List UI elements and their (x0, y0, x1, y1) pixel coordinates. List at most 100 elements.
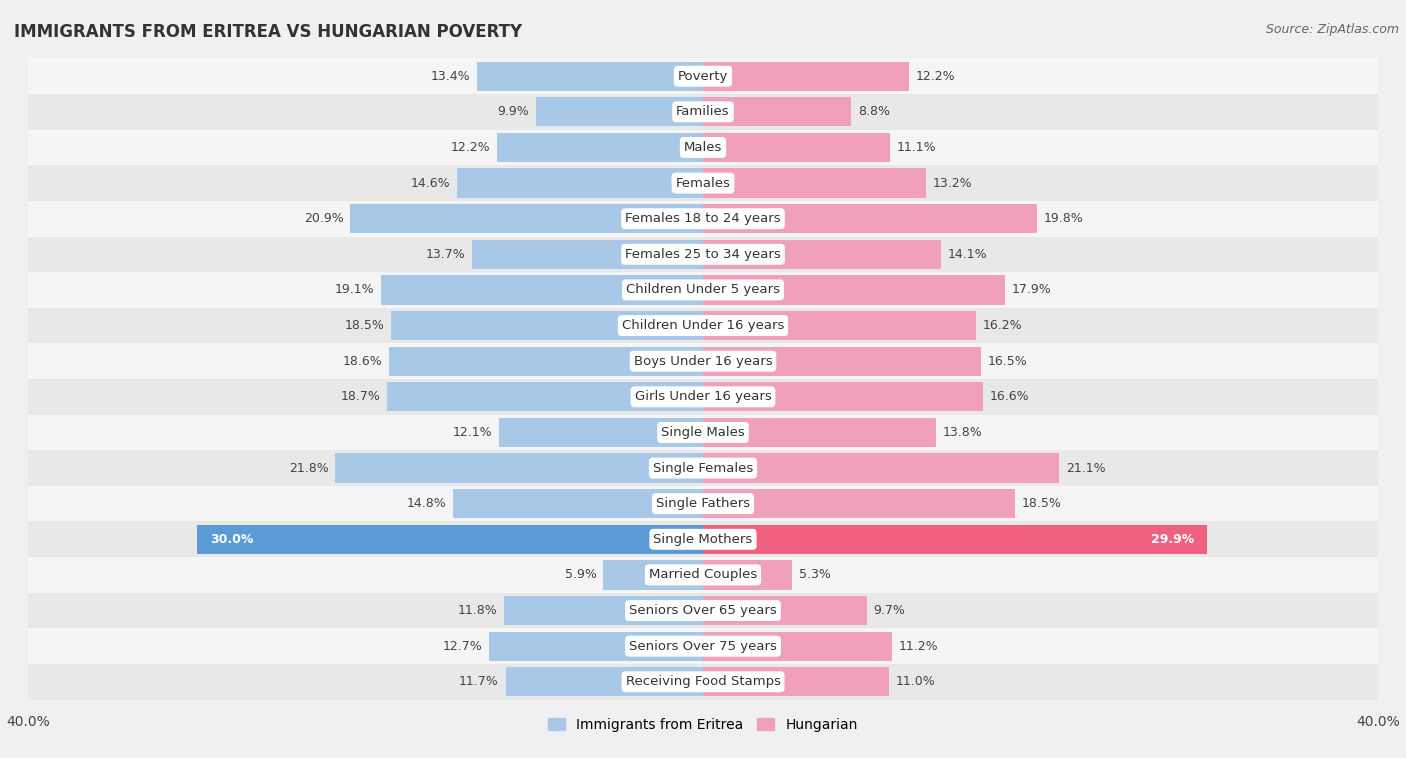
Bar (28, 557, 1378, 593)
Text: 20.9%: 20.9% (304, 212, 343, 225)
Text: 18.5%: 18.5% (1022, 497, 1062, 510)
Bar (28, 415, 1378, 450)
Bar (499, 418, 703, 447)
Text: 12.7%: 12.7% (443, 640, 482, 653)
Text: 11.8%: 11.8% (457, 604, 498, 617)
Text: 5.3%: 5.3% (799, 568, 831, 581)
Text: 12.2%: 12.2% (451, 141, 491, 154)
Text: 11.1%: 11.1% (897, 141, 936, 154)
Text: 19.8%: 19.8% (1043, 212, 1084, 225)
Text: Females 18 to 24 years: Females 18 to 24 years (626, 212, 780, 225)
Text: 13.8%: 13.8% (942, 426, 983, 439)
Text: 12.1%: 12.1% (453, 426, 492, 439)
Text: Girls Under 16 years: Girls Under 16 years (634, 390, 772, 403)
Text: 9.9%: 9.9% (498, 105, 529, 118)
Text: 21.1%: 21.1% (1066, 462, 1105, 475)
Text: 16.5%: 16.5% (988, 355, 1028, 368)
Bar (489, 631, 703, 661)
Bar (28, 130, 1378, 165)
Text: Single Males: Single Males (661, 426, 745, 439)
Text: 14.8%: 14.8% (406, 497, 447, 510)
Bar (389, 346, 703, 376)
Text: Children Under 16 years: Children Under 16 years (621, 319, 785, 332)
Bar (498, 133, 703, 162)
Bar (28, 58, 1378, 94)
Bar (28, 379, 1378, 415)
Bar (28, 593, 1378, 628)
Bar (506, 667, 703, 697)
Bar (335, 453, 703, 483)
Bar (477, 61, 703, 91)
Text: 13.4%: 13.4% (430, 70, 470, 83)
Bar (703, 311, 976, 340)
Bar (28, 308, 1378, 343)
Bar (391, 311, 703, 340)
Bar (381, 275, 703, 305)
Text: 18.5%: 18.5% (344, 319, 384, 332)
Bar (28, 664, 1378, 700)
Text: Poverty: Poverty (678, 70, 728, 83)
Text: 14.1%: 14.1% (948, 248, 987, 261)
Text: Males: Males (683, 141, 723, 154)
Bar (703, 275, 1005, 305)
Bar (28, 94, 1378, 130)
Bar (703, 667, 889, 697)
Text: Receiving Food Stamps: Receiving Food Stamps (626, 675, 780, 688)
Text: Boys Under 16 years: Boys Under 16 years (634, 355, 772, 368)
Text: Single Females: Single Females (652, 462, 754, 475)
Bar (703, 596, 866, 625)
Text: IMMIGRANTS FROM ERITREA VS HUNGARIAN POVERTY: IMMIGRANTS FROM ERITREA VS HUNGARIAN POV… (14, 23, 522, 41)
Bar (28, 343, 1378, 379)
Bar (703, 61, 908, 91)
Bar (703, 346, 981, 376)
Text: Children Under 5 years: Children Under 5 years (626, 283, 780, 296)
Bar (28, 486, 1378, 522)
Text: 19.1%: 19.1% (335, 283, 374, 296)
Text: Females 25 to 34 years: Females 25 to 34 years (626, 248, 780, 261)
Bar (28, 201, 1378, 236)
Bar (703, 489, 1015, 518)
Legend: Immigrants from Eritrea, Hungarian: Immigrants from Eritrea, Hungarian (543, 712, 863, 737)
Bar (457, 168, 703, 198)
Bar (703, 240, 941, 269)
Bar (703, 453, 1059, 483)
Bar (28, 272, 1378, 308)
Text: 13.7%: 13.7% (426, 248, 465, 261)
Text: Source: ZipAtlas.com: Source: ZipAtlas.com (1265, 23, 1399, 36)
Bar (28, 628, 1378, 664)
Bar (703, 525, 1208, 554)
Text: 8.8%: 8.8% (858, 105, 890, 118)
Bar (350, 204, 703, 233)
Bar (703, 133, 890, 162)
Text: 11.7%: 11.7% (460, 675, 499, 688)
Text: Females: Females (675, 177, 731, 190)
Text: 30.0%: 30.0% (211, 533, 253, 546)
Text: 16.2%: 16.2% (983, 319, 1022, 332)
Bar (703, 560, 793, 590)
Bar (703, 97, 852, 127)
Text: 18.7%: 18.7% (340, 390, 381, 403)
Text: 12.2%: 12.2% (915, 70, 955, 83)
Text: 11.0%: 11.0% (896, 675, 935, 688)
Bar (536, 97, 703, 127)
Bar (703, 631, 891, 661)
Bar (503, 596, 703, 625)
Text: 5.9%: 5.9% (565, 568, 596, 581)
Text: Seniors Over 65 years: Seniors Over 65 years (628, 604, 778, 617)
Text: 13.2%: 13.2% (932, 177, 972, 190)
Bar (388, 382, 703, 412)
Text: Single Mothers: Single Mothers (654, 533, 752, 546)
Bar (28, 522, 1378, 557)
Text: Seniors Over 75 years: Seniors Over 75 years (628, 640, 778, 653)
Text: 9.7%: 9.7% (873, 604, 905, 617)
Text: Married Couples: Married Couples (650, 568, 756, 581)
Text: 18.6%: 18.6% (343, 355, 382, 368)
Text: 14.6%: 14.6% (411, 177, 450, 190)
Bar (28, 450, 1378, 486)
Bar (703, 418, 936, 447)
Text: Families: Families (676, 105, 730, 118)
Text: 17.9%: 17.9% (1012, 283, 1052, 296)
Bar (603, 560, 703, 590)
Bar (28, 165, 1378, 201)
Bar (197, 525, 703, 554)
